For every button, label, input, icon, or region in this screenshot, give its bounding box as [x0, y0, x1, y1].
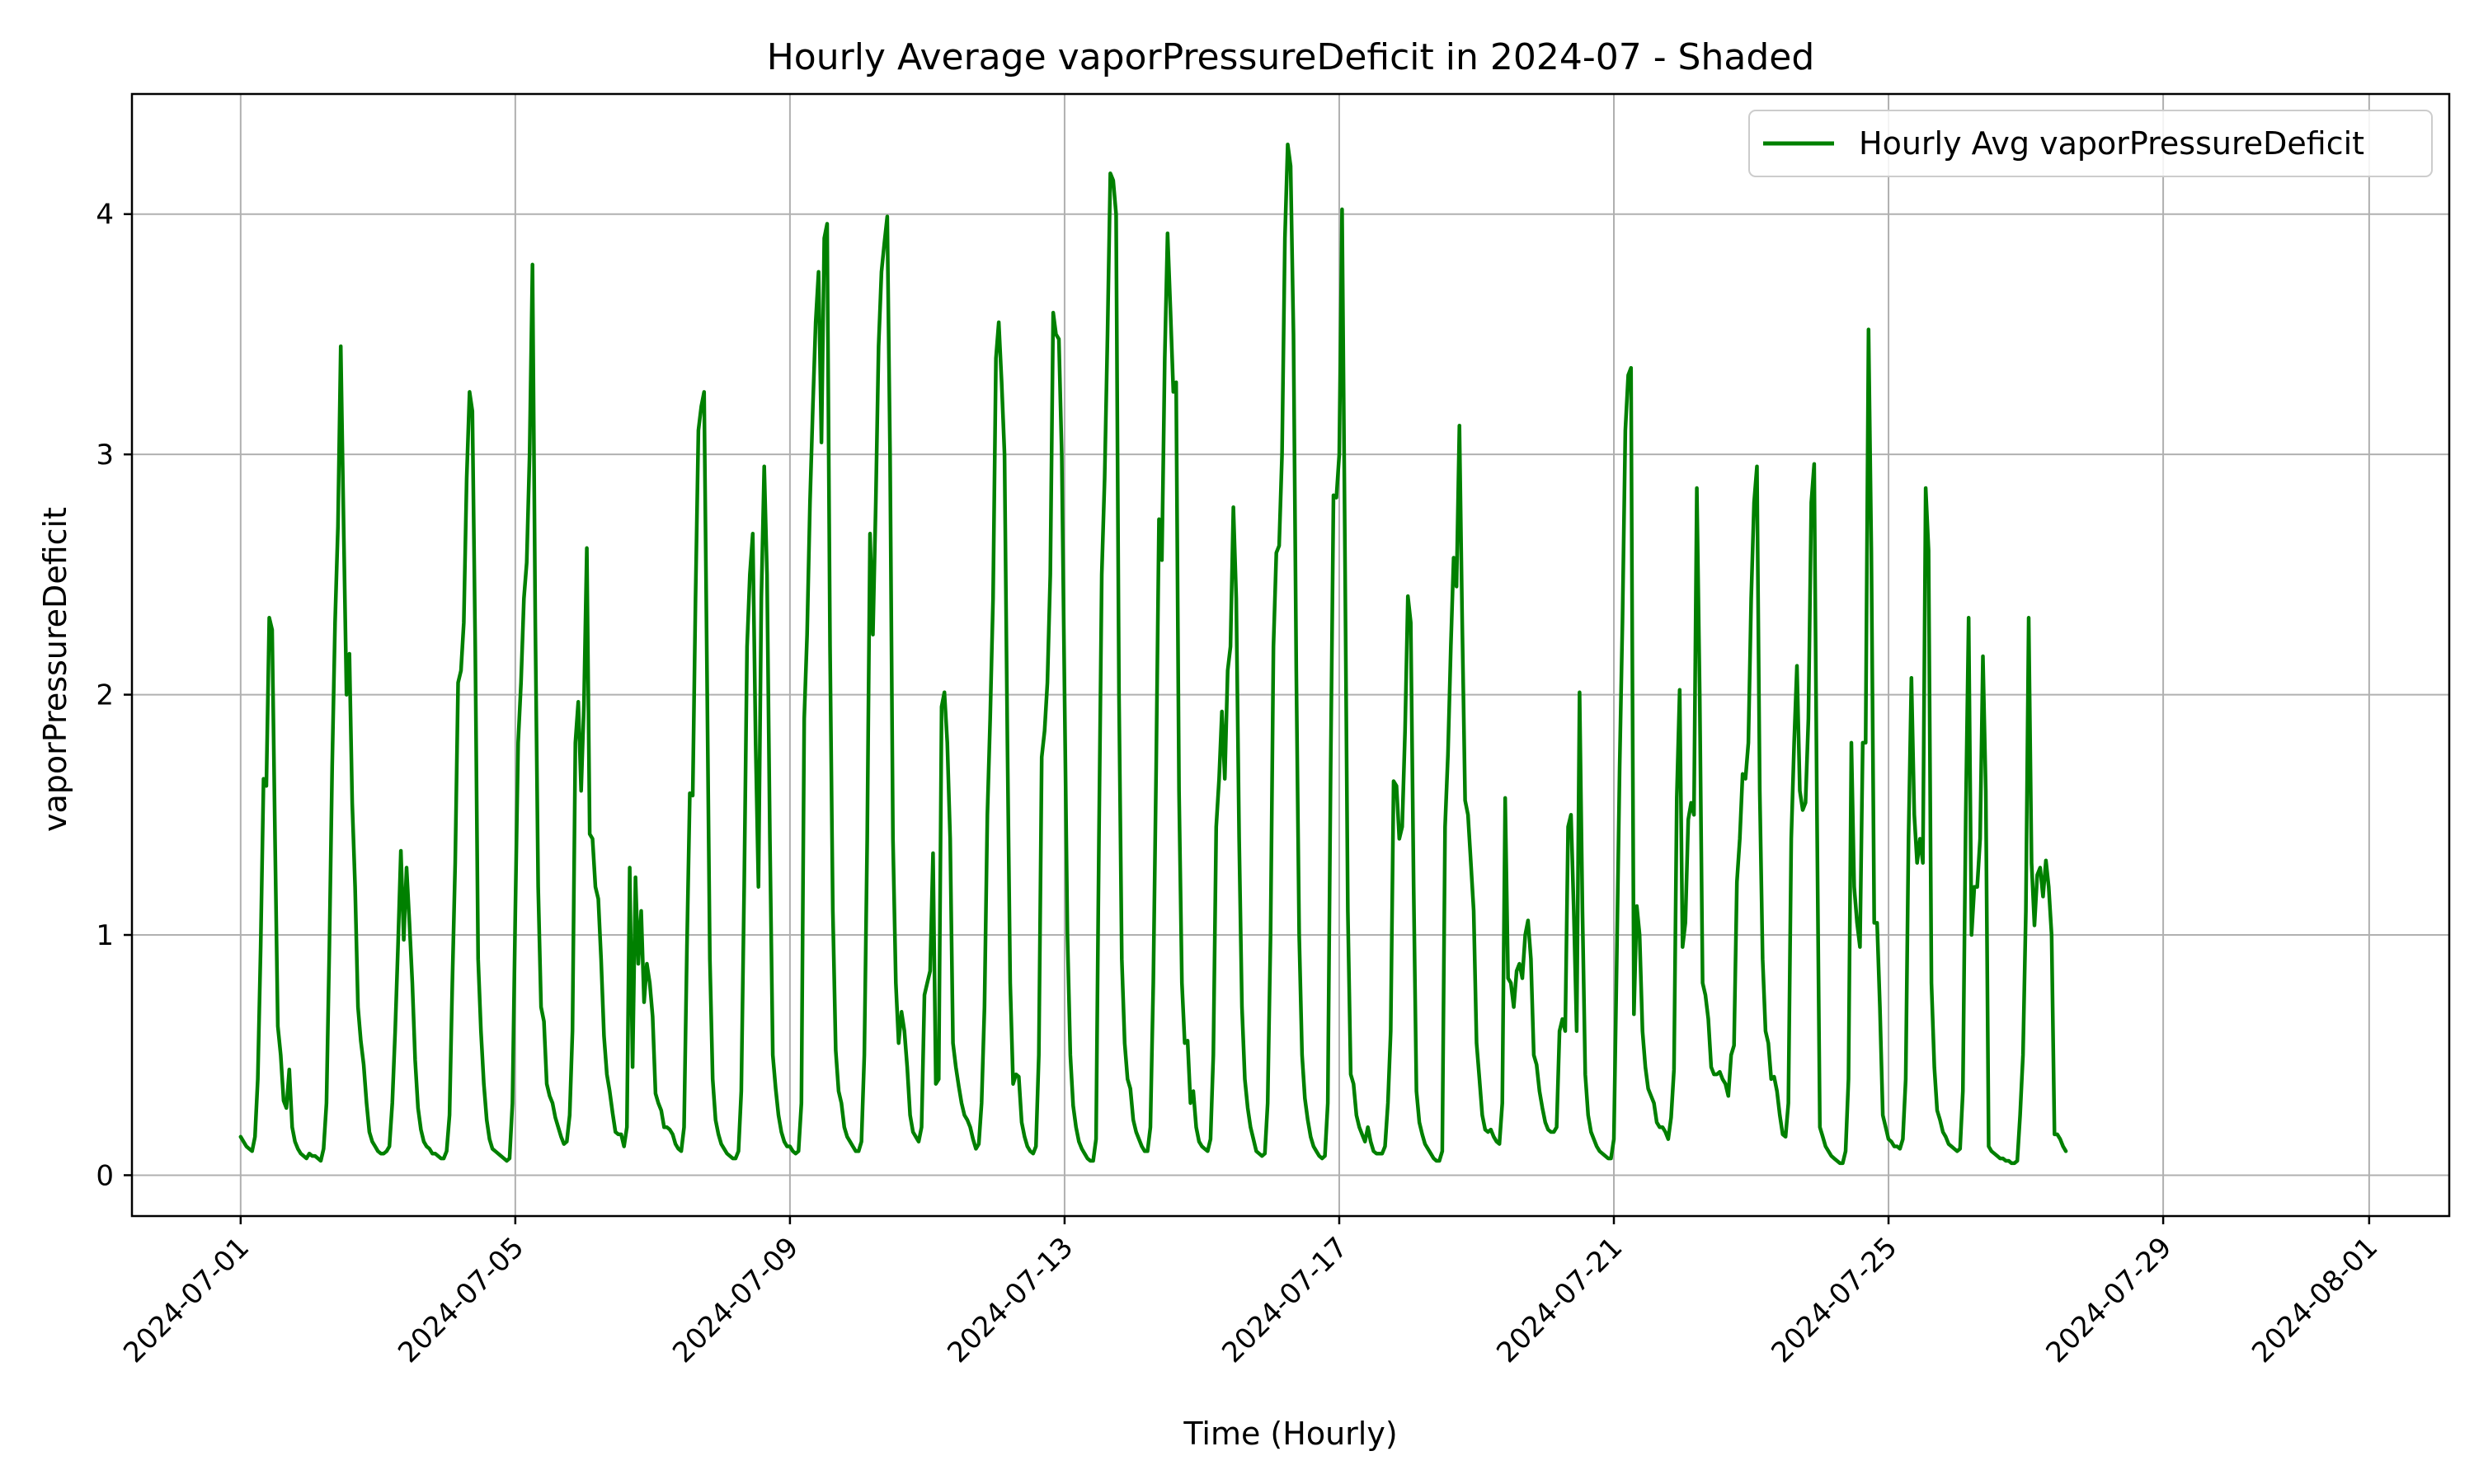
chart-title: Hourly Average vaporPressureDeficit in 2…	[767, 36, 1815, 78]
legend: Hourly Avg vaporPressureDeficit	[1748, 110, 2433, 177]
y-axis-label: vaporPressureDeficit	[37, 507, 73, 832]
y-tick-label: 0	[96, 1159, 114, 1192]
y-tick-label: 4	[96, 199, 114, 232]
legend-label: Hourly Avg vaporPressureDeficit	[1859, 125, 2364, 162]
y-tick-label: 1	[96, 919, 114, 952]
y-tick-label: 3	[96, 439, 114, 472]
series-layer	[238, 142, 2068, 1166]
legend-frame	[1748, 110, 2433, 177]
x-axis-label: Time (Hourly)	[1183, 1416, 1397, 1452]
series-line	[238, 142, 2068, 1166]
y-tick-label: 2	[96, 679, 114, 712]
plot-frame	[130, 92, 2451, 1218]
